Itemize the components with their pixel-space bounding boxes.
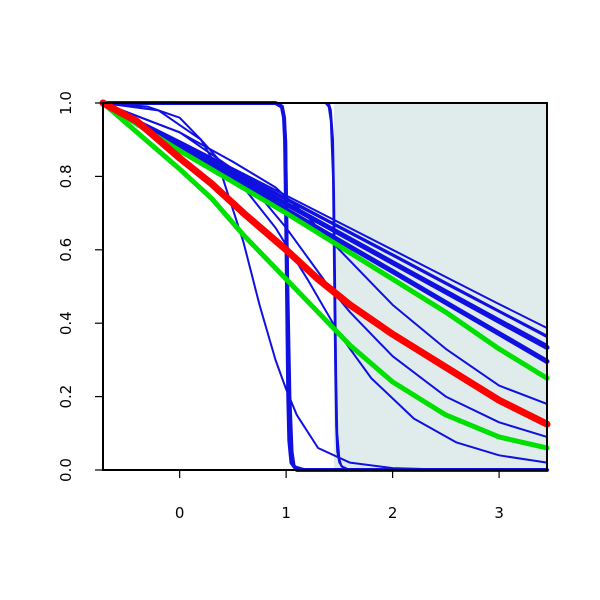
series-line-blue-10 xyxy=(102,102,548,438)
y-axis: 0.0 0.2 0.4 0.6 0.8 1.0 xyxy=(57,91,103,482)
plot-area xyxy=(99,99,551,472)
series-group xyxy=(99,99,551,472)
x-axis: 0 1 2 3 xyxy=(175,470,504,522)
y-tick-label: 0.8 xyxy=(57,164,75,188)
x-tick-label: 1 xyxy=(281,504,291,522)
series-line-green-17 xyxy=(100,100,550,451)
series-line-blue-8 xyxy=(102,102,548,464)
y-tick-label: 1.0 xyxy=(57,91,75,115)
y-tick-label: 0.2 xyxy=(57,385,75,409)
series-line-green-16 xyxy=(100,100,550,381)
x-tick-label: 0 xyxy=(175,504,185,522)
series-line-blue-5 xyxy=(100,100,550,350)
y-tick-label: 0.6 xyxy=(57,238,75,262)
series-line-blue-15 xyxy=(102,102,548,471)
y-tick-label: 0.0 xyxy=(57,458,75,482)
series-line-blue-3 xyxy=(102,102,548,329)
x-tick-label: 2 xyxy=(388,504,398,522)
plot-frame xyxy=(102,102,548,471)
series-line-blue-7 xyxy=(102,102,548,337)
series-line-blue-13 xyxy=(101,101,549,472)
series-line-red-18 xyxy=(99,99,551,428)
series-line-blue-6 xyxy=(100,100,550,364)
y-tick-label: 0.4 xyxy=(57,311,75,335)
x-tick-label: 3 xyxy=(494,504,504,522)
